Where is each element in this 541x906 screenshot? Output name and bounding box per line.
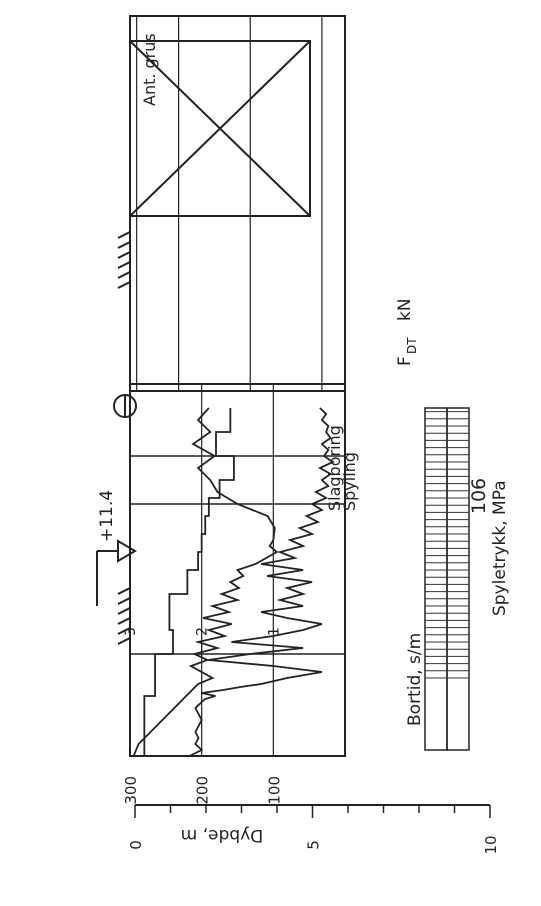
tick-layer: 300 200 100 1 2 3 5 10 20 30 (122, 0, 332, 805)
series-layer (132, 407, 335, 757)
fdt-axis-label-main: F (395, 356, 415, 366)
depth-tick-label: 0 (127, 840, 145, 850)
spyling-column (424, 407, 448, 751)
fdt-axis-label-sub: DT (405, 337, 419, 354)
spyletrykk-axis-label: Spyletrykk, MPa (490, 480, 510, 616)
slagboring-label: Slagboring (325, 425, 344, 511)
ant-grus-box (129, 40, 311, 217)
spyletrykk-series-line (140, 408, 235, 757)
bortid-series-line (132, 407, 279, 757)
borehole-id: 106 (468, 478, 490, 514)
bortid-tick-label: 300 (122, 776, 140, 805)
ant-grus-label: Ant. grus (140, 33, 159, 106)
fdt-tick-label: 5 (314, 0, 332, 1)
drilling-method-columns (345, 16, 515, 756)
spyletrykk-tick-label: 3 (123, 627, 139, 636)
bortid-axis-label: Bortid, s/m (405, 633, 425, 726)
surface-hatch-right (117, 231, 131, 289)
depth-axis: 0 5 10 (127, 804, 500, 855)
depth-tick-label: 5 (305, 840, 323, 850)
plot-area: 106 +11.4 300 200 100 1 2 3 5 10 20 30 (96, 0, 515, 805)
depth-axis-label: Dybde, m (181, 825, 264, 845)
spyling-label: Spyling (340, 452, 359, 511)
gridlines (129, 16, 345, 756)
slagboring-column (446, 407, 470, 751)
elevation-marker: +11.4 (96, 490, 137, 606)
circle-minus-symbol (113, 394, 137, 418)
depth-tick-label: 10 (482, 835, 500, 854)
bortid-tick-label: 100 (265, 776, 283, 805)
spyletrykk-tick-label: 1 (266, 627, 282, 636)
fdt-tick-label: 20 (171, 0, 189, 1)
fdt-axis-label-unit: kN (395, 298, 415, 321)
fdt-tick-label: 30 (129, 0, 147, 1)
spyletrykk-tick-label: 2 (195, 627, 211, 636)
method-column-frame (345, 16, 515, 756)
fdt-tick-label: 10 (242, 0, 260, 1)
surface-hatch-left (117, 587, 131, 645)
fdt-axis-label: F DT kN (395, 298, 419, 366)
fdt-series-line (189, 407, 335, 757)
elevation-label: +11.4 (97, 490, 117, 542)
bortid-tick-label: 200 (194, 776, 212, 805)
